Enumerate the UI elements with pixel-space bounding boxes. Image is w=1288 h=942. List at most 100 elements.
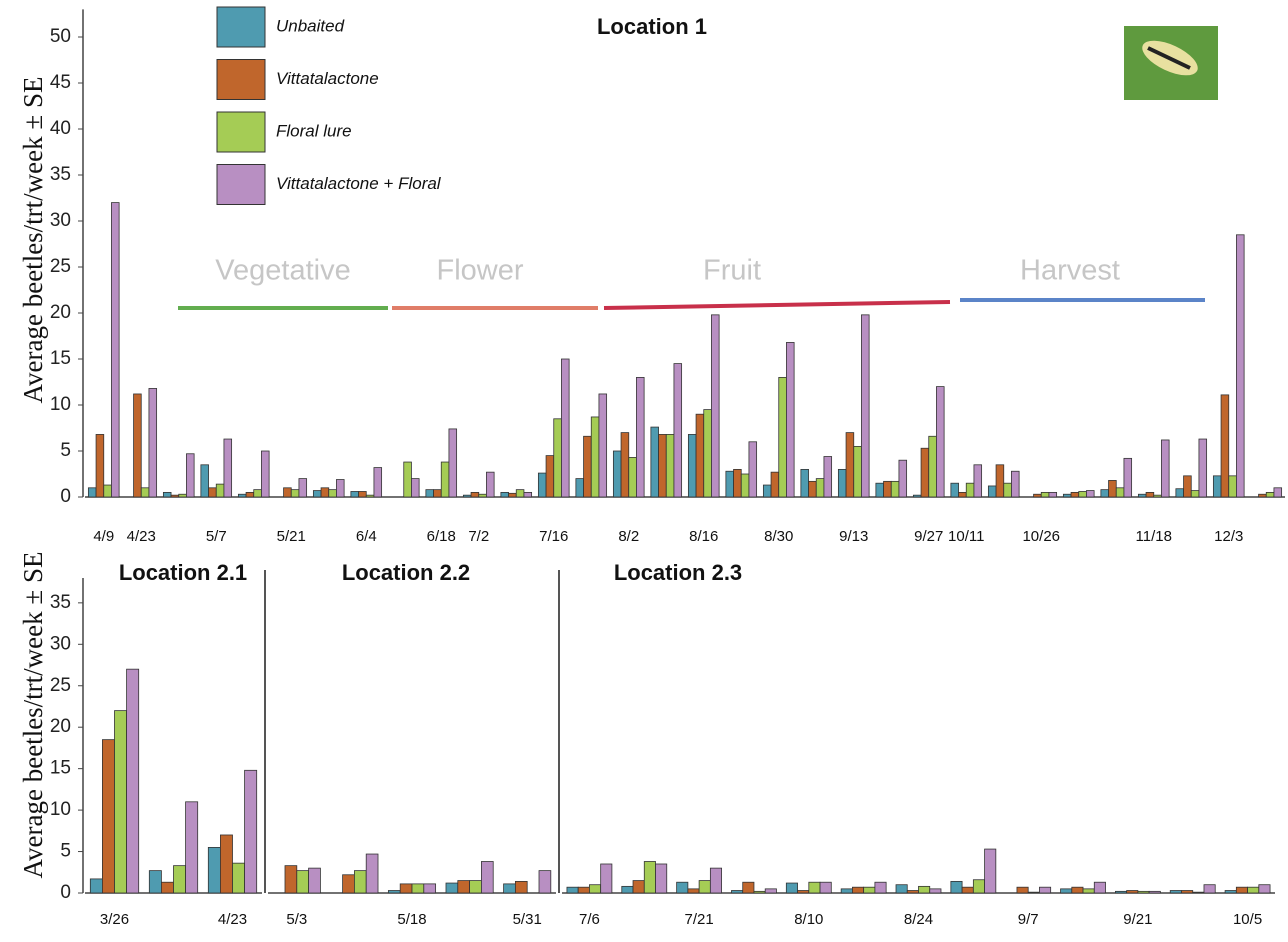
bar [1221,395,1229,497]
bar [743,882,754,893]
bar [1259,885,1270,893]
bar [404,462,412,497]
bar [876,483,884,497]
bar [899,460,907,497]
bar [163,492,171,497]
legend-swatch [217,165,265,205]
bar [388,891,400,893]
bar [470,881,482,893]
bar [1101,490,1109,497]
bar [884,481,892,497]
x-tick-label: 5/7 [206,528,227,545]
bar [546,456,554,497]
bar [254,490,262,497]
bar [1191,491,1199,497]
legend-label: Unbaited [276,16,345,35]
x-tick-label: 10/5 [1233,911,1262,928]
legend-label: Vittatalactone + Floral [276,174,442,193]
bar [1193,892,1204,893]
bar [591,417,599,497]
x-tick-label: 7/2 [468,528,489,545]
x-tick-label: 8/2 [618,528,639,545]
bar [864,887,875,893]
bar [1124,458,1132,497]
bar [659,434,667,497]
y-tick-label: 20 [50,302,71,323]
bar [838,469,846,497]
x-tick-label: 11/18 [1136,528,1172,545]
bar [1011,471,1019,497]
bar [186,802,198,893]
bar [921,448,929,497]
y-tick-label: 10 [50,799,71,820]
x-tick-label: 5/3 [286,911,307,928]
bar [446,883,458,893]
x-tick-label: 8/10 [794,911,823,928]
bar [366,495,374,497]
legend-swatch [217,60,265,100]
bar [786,342,794,497]
bar [127,669,139,893]
bar [291,490,299,497]
bar [771,472,779,497]
bar [504,884,516,893]
bar [854,446,862,497]
bar [246,492,254,497]
x-tick-label: 9/7 [1018,911,1039,928]
y-axis-label: Average beetles/trt/week ± SE [18,77,48,404]
bar [524,492,532,497]
bar [297,871,309,893]
legend-label: Floral lure [276,121,352,140]
bar [913,495,921,497]
x-tick-label: 6/4 [356,528,377,545]
bar [104,485,112,497]
bar [1204,885,1215,893]
x-tick-label: 10/11 [948,528,984,545]
bar [1083,889,1094,893]
y-axis-label: Average beetles/trt/week ± SE [18,552,48,879]
panel-title: Location 2.1 [119,560,247,585]
phase-line [604,302,950,308]
bar [1028,892,1039,893]
y-tick-label: 25 [50,675,71,696]
bar [313,491,321,497]
bar [816,479,824,497]
bar [589,885,600,893]
bar [336,480,344,497]
y-tick-label: 5 [60,440,71,461]
x-tick-label: 8/30 [764,528,793,545]
bar [141,488,149,497]
y-tick-label: 20 [50,716,71,737]
bar [1041,492,1049,497]
x-tick-label: 8/16 [689,528,718,545]
bar [779,377,787,497]
bar [149,871,161,893]
x-tick-label: 5/18 [397,911,426,928]
bar [1199,439,1207,497]
bar [786,883,797,893]
bar [656,864,667,893]
legend-swatch [217,112,265,152]
bar [1109,480,1117,497]
panel-title: Location 2.3 [614,560,742,585]
bar [962,887,973,893]
bar [891,481,899,497]
bar [1049,492,1057,497]
bar [1115,891,1126,893]
bar [412,884,424,893]
bar [1225,891,1236,893]
bar [1161,440,1169,497]
bar [929,436,937,497]
bar [974,465,982,497]
bar [644,861,655,893]
bar [1149,891,1160,893]
bar [96,434,104,497]
bar [1138,891,1149,893]
y-tick-label: 15 [50,348,71,369]
x-tick-label: 5/31 [513,911,542,928]
bar [1086,491,1094,497]
bar [726,471,734,497]
bar [1146,492,1154,497]
bar [907,891,918,893]
x-tick-label: 4/9 [93,528,114,545]
